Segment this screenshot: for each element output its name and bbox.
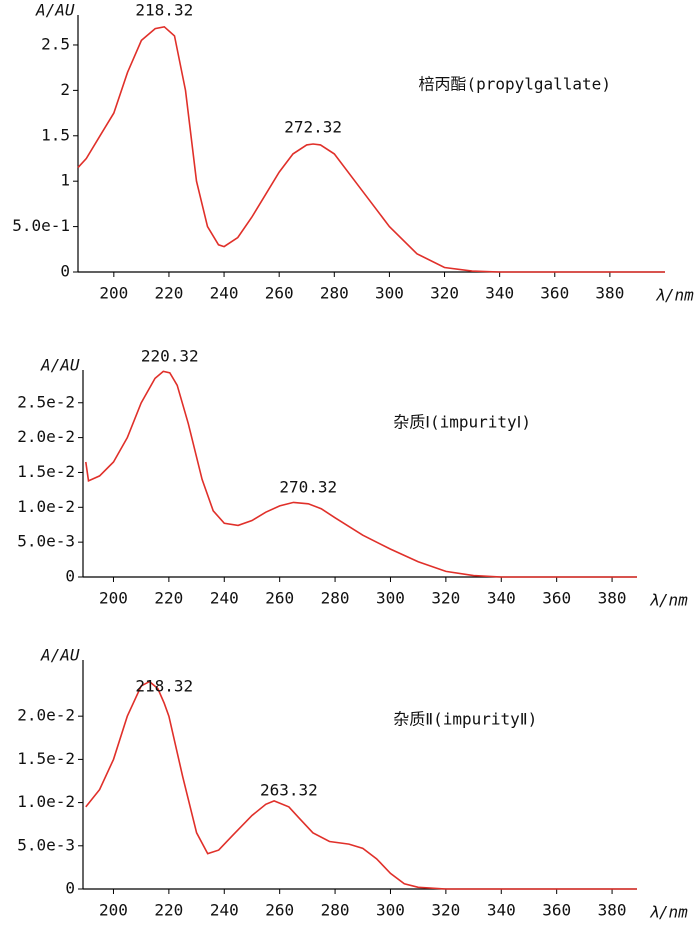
x-tick-label: 240 bbox=[210, 284, 239, 303]
x-tick-label: 240 bbox=[210, 589, 239, 608]
x-tick-label: 260 bbox=[265, 284, 294, 303]
y-tick-label: 2.0e-2 bbox=[17, 427, 75, 446]
y-tick-label: 0 bbox=[65, 567, 75, 586]
peak-label: 218.32 bbox=[135, 677, 193, 696]
y-tick-label: 5.0e-1 bbox=[12, 216, 70, 235]
y-tick-label: 1.0e-2 bbox=[17, 497, 75, 516]
y-axis-label: A/AU bbox=[35, 1, 75, 20]
y-tick-label: 0 bbox=[65, 879, 75, 898]
x-tick-label: 260 bbox=[265, 589, 294, 608]
x-tick-label: 280 bbox=[320, 284, 349, 303]
x-tick-label: 320 bbox=[431, 901, 460, 920]
compound-name: 杂质Ⅱ(impurityⅡ) bbox=[393, 710, 537, 729]
x-tick-label: 200 bbox=[99, 589, 128, 608]
y-axis-label: A/AU bbox=[40, 646, 80, 665]
x-tick-label: 240 bbox=[210, 901, 239, 920]
peak-label: 220.32 bbox=[141, 346, 199, 365]
x-tick-label: 340 bbox=[487, 901, 516, 920]
y-tick-label: 1 bbox=[60, 171, 70, 190]
spectrum-line bbox=[85, 370, 637, 578]
x-tick-label: 360 bbox=[542, 901, 571, 920]
x-tick-label: 340 bbox=[487, 589, 516, 608]
x-tick-label: 200 bbox=[99, 901, 128, 920]
y-tick-label: 2.0e-2 bbox=[17, 706, 75, 725]
x-tick-label: 380 bbox=[595, 284, 624, 303]
y-axis-label: A/AU bbox=[40, 356, 80, 375]
y-tick-label: 1.5 bbox=[41, 125, 70, 144]
x-tick-label: 300 bbox=[376, 589, 405, 608]
x-tick-label: 320 bbox=[431, 589, 460, 608]
x-tick-label: 380 bbox=[598, 589, 627, 608]
y-tick-label: 0 bbox=[60, 262, 70, 281]
y-tick-label: 2.5 bbox=[41, 34, 70, 53]
x-tick-label: 300 bbox=[376, 901, 405, 920]
y-tick-label: 1.0e-2 bbox=[17, 792, 75, 811]
peak-label: 270.32 bbox=[279, 477, 337, 496]
peak-label: 272.32 bbox=[284, 117, 342, 136]
x-axis-label: λ/nm bbox=[649, 903, 688, 922]
x-tick-label: 200 bbox=[99, 284, 128, 303]
x-tick-label: 340 bbox=[485, 284, 514, 303]
y-tick-label: 5.0e-3 bbox=[17, 532, 75, 551]
peak-label: 263.32 bbox=[260, 780, 318, 799]
peak-label: 218.32 bbox=[135, 0, 193, 19]
x-tick-label: 220 bbox=[154, 589, 183, 608]
y-tick-label: 2.5e-2 bbox=[17, 392, 75, 411]
x-tick-label: 320 bbox=[430, 284, 459, 303]
x-tick-label: 280 bbox=[321, 901, 350, 920]
x-tick-label: 360 bbox=[540, 284, 569, 303]
y-tick-label: 5.0e-3 bbox=[17, 835, 75, 854]
x-tick-label: 300 bbox=[375, 284, 404, 303]
x-tick-label: 220 bbox=[154, 901, 183, 920]
x-tick-label: 360 bbox=[542, 589, 571, 608]
x-axis-label: λ/nm bbox=[655, 286, 694, 305]
x-tick-label: 380 bbox=[598, 901, 627, 920]
x-tick-label: 220 bbox=[154, 284, 183, 303]
x-axis-label: λ/nm bbox=[649, 591, 688, 610]
spectrum-line bbox=[77, 25, 665, 273]
y-tick-label: 2 bbox=[60, 80, 70, 99]
y-tick-label: 1.5e-2 bbox=[17, 462, 75, 481]
y-tick-label: 1.5e-2 bbox=[17, 749, 75, 768]
x-tick-label: 280 bbox=[321, 589, 350, 608]
spectrum-line bbox=[85, 680, 637, 890]
compound-name: 杂质Ⅰ(impurityⅠ) bbox=[393, 413, 531, 432]
compound-name: 棓丙酯(propylgallate) bbox=[418, 75, 610, 94]
x-tick-label: 260 bbox=[265, 901, 294, 920]
